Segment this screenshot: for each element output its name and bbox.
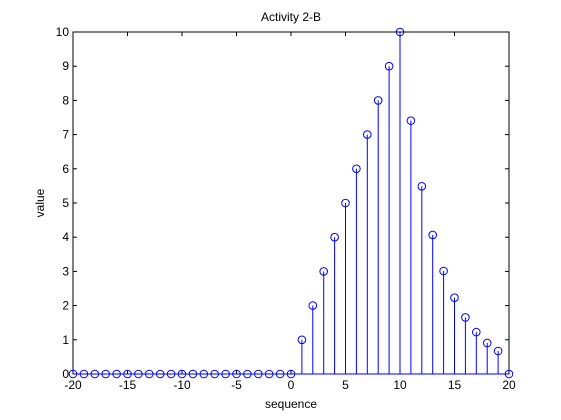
y-tick-label: 3 [62,264,69,278]
y-tick-label: 10 [56,25,70,39]
y-axis-label: value [33,188,47,217]
x-tick-label: 0 [288,378,295,392]
chart-title: Activity 2-B [261,10,321,24]
y-tick-label: 0 [62,367,69,381]
y-tick-label: 7 [62,128,69,142]
y-tick-label: 4 [62,230,69,244]
y-tick-label: 8 [62,93,69,107]
x-axis-label: sequence [265,397,317,411]
x-tick-label: 5 [342,378,349,392]
x-tick-label: 10 [393,378,407,392]
y-tick-label: 9 [62,59,69,73]
x-tick-label: -15 [119,378,137,392]
x-tick-label: -10 [173,378,191,392]
x-tick-label: -5 [231,378,242,392]
x-tick-label: 15 [448,378,462,392]
y-tick-label: 5 [62,196,69,210]
x-tick-label: 20 [502,378,516,392]
y-tick-label: 1 [62,333,69,347]
y-tick-label: 2 [62,299,69,313]
y-tick-label: 6 [62,162,69,176]
